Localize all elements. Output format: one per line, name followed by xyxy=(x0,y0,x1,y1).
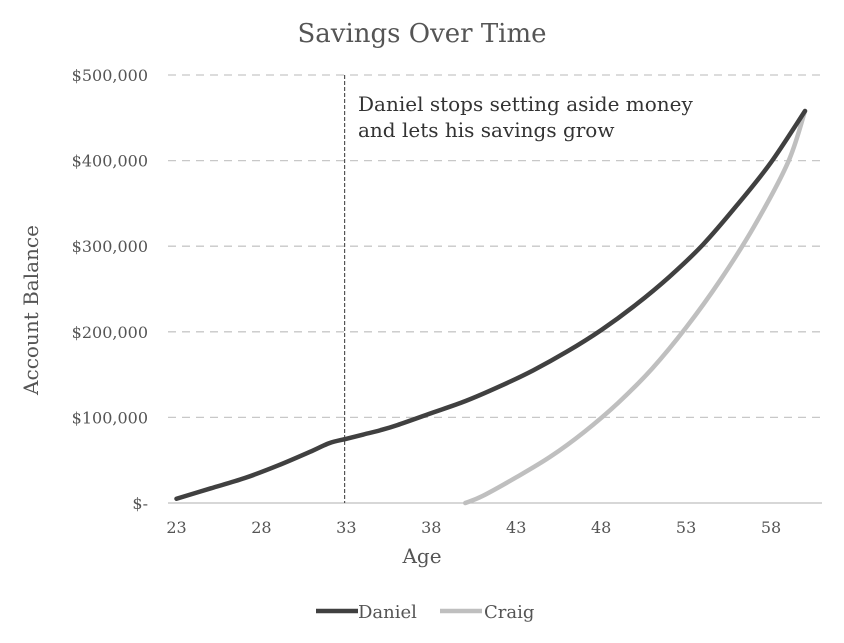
y-tick-label: $100,000 xyxy=(72,408,148,427)
x-tick-label: 23 xyxy=(166,518,186,537)
y-tick-label: $400,000 xyxy=(72,152,148,171)
x-tick-label: 48 xyxy=(591,518,611,537)
x-tick-label: 28 xyxy=(251,518,271,537)
x-tick-label: 53 xyxy=(676,518,696,537)
legend-label-craig: Craig xyxy=(484,602,534,623)
y-tick-label: $500,000 xyxy=(72,66,148,85)
series-lines xyxy=(174,108,808,506)
annotation-line-1: Daniel stops setting aside money xyxy=(358,92,694,116)
x-tick-label: 43 xyxy=(506,518,526,537)
y-tick-label: $- xyxy=(132,494,148,513)
x-tick-label: 58 xyxy=(761,518,781,537)
gridlines xyxy=(168,74,822,419)
x-tick-label: 33 xyxy=(336,518,356,537)
y-axis-ticks: $- $100,000 $200,000 $300,000 $400,000 $500,0… xyxy=(72,66,148,513)
annotation-line-2: and lets his savings grow xyxy=(358,118,614,142)
y-axis-label: Account Balance xyxy=(19,225,43,396)
series-line-daniel xyxy=(174,108,808,501)
x-axis-ticks: 23 28 33 38 43 48 53 58 xyxy=(166,518,781,537)
x-axis-label: Age xyxy=(401,544,441,568)
chart-title: Savings Over Time xyxy=(297,19,546,49)
y-tick-label: $200,000 xyxy=(72,323,148,342)
series-line-craig xyxy=(463,108,808,506)
legend: Daniel Craig xyxy=(316,602,534,623)
y-tick-label: $300,000 xyxy=(72,237,148,256)
x-tick-label: 38 xyxy=(421,518,441,537)
legend-label-daniel: Daniel xyxy=(358,602,417,623)
